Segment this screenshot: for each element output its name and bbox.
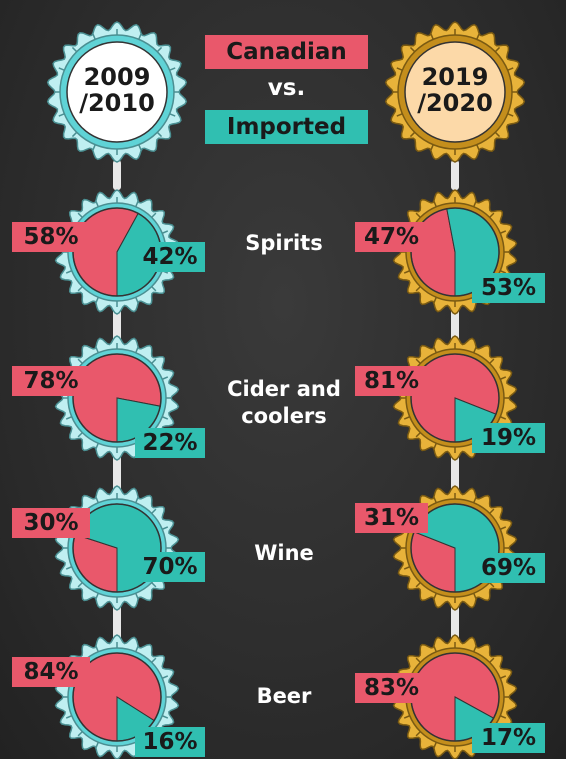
value-label: 47% [355, 222, 428, 252]
value-label: 16% [135, 727, 205, 757]
infographic: Canadian vs. Imported 2009/2010 2019/2020… [0, 0, 566, 759]
period-line: 2009 [62, 64, 172, 90]
period-line: /2020 [400, 90, 510, 116]
value-label: 58% [12, 222, 90, 252]
category-label: Spirits [214, 230, 354, 257]
chain [113, 160, 121, 190]
period-label: 2019/2020 [400, 64, 510, 116]
value-label: 22% [135, 428, 205, 458]
legend-separator: vs. [205, 75, 368, 101]
period-label: 2009/2010 [62, 64, 172, 116]
value-label: 31% [355, 503, 428, 533]
value-label: 81% [355, 366, 428, 396]
value-label: 17% [472, 723, 545, 753]
legend-imported: Imported [205, 110, 368, 144]
value-label: 42% [135, 242, 205, 272]
value-label: 30% [12, 508, 90, 538]
chain [451, 160, 459, 190]
period-line: /2010 [62, 90, 172, 116]
category-label: Wine [214, 540, 354, 567]
category-label: Beer [214, 683, 354, 710]
period-line: 2019 [400, 64, 510, 90]
value-label: 83% [355, 673, 428, 703]
value-label: 84% [12, 657, 90, 687]
value-label: 78% [12, 366, 90, 396]
category-label: Cider and coolers [214, 376, 354, 430]
value-label: 70% [135, 552, 205, 582]
legend-canadian: Canadian [205, 35, 368, 69]
value-label: 53% [472, 273, 545, 303]
value-label: 69% [472, 553, 545, 583]
value-label: 19% [472, 423, 545, 453]
